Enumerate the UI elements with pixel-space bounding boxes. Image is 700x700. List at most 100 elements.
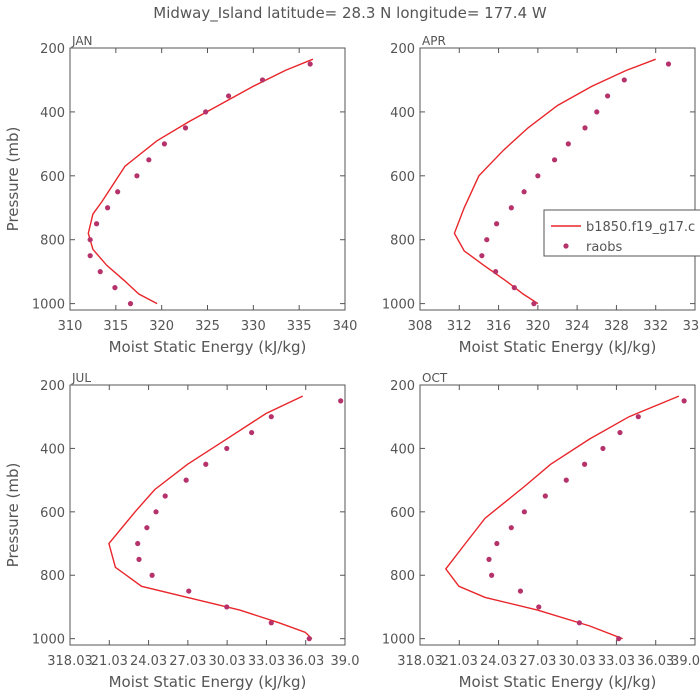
x-tick-label: 36.03 bbox=[637, 654, 674, 669]
obs-point bbox=[665, 61, 672, 67]
x-tick-label: 324 bbox=[565, 319, 590, 334]
obs-point bbox=[635, 414, 641, 420]
obs-point bbox=[203, 461, 209, 467]
legend-obs-label: raobs bbox=[586, 240, 623, 255]
y-tick-label: 1000 bbox=[382, 633, 415, 648]
x-tick-label: 30.03 bbox=[559, 654, 596, 669]
obs-point bbox=[508, 525, 514, 531]
obs-point bbox=[681, 398, 687, 404]
x-tick-label: 318.03 bbox=[47, 654, 93, 669]
obs-point bbox=[112, 285, 118, 291]
panel-apr: APR 200 400 600 800 1000 308 312 316 320 324 328 332… bbox=[382, 34, 700, 356]
x-tick-label: 27.03 bbox=[169, 654, 206, 669]
obs-point bbox=[594, 109, 600, 115]
obs-point bbox=[621, 77, 627, 83]
x-tick-label: 39.0 bbox=[331, 654, 360, 669]
y-tick-label: 600 bbox=[40, 506, 65, 521]
x-tick-label: 318.03 bbox=[397, 654, 443, 669]
y-tick-label: 600 bbox=[390, 170, 415, 185]
y-tick-label: 600 bbox=[390, 506, 415, 521]
y-tick-label: 1000 bbox=[382, 298, 415, 313]
x-tick-label: 332 bbox=[643, 319, 668, 334]
plot-frame bbox=[69, 47, 346, 311]
obs-point bbox=[87, 237, 93, 243]
x-tick-label: 335 bbox=[287, 319, 312, 334]
obs-point bbox=[565, 141, 571, 147]
panel-label: OCT bbox=[422, 371, 448, 385]
obs-point bbox=[563, 477, 569, 483]
obs-point bbox=[517, 588, 524, 594]
panel-label: JUL bbox=[71, 371, 91, 385]
obs-point bbox=[489, 572, 495, 578]
obs-point bbox=[617, 429, 623, 436]
obs-point bbox=[161, 141, 168, 147]
y-tick-label: 400 bbox=[40, 442, 65, 457]
obs-point bbox=[521, 509, 527, 515]
model-line bbox=[444, 395, 680, 640]
obs-point bbox=[224, 445, 230, 452]
obs-point bbox=[149, 572, 155, 578]
x-tick-label: 36.03 bbox=[287, 654, 324, 669]
y-tick-label: 800 bbox=[40, 569, 65, 584]
obs-point bbox=[93, 221, 100, 227]
obs-point bbox=[493, 269, 499, 275]
x-tick-label: 312 bbox=[447, 319, 472, 334]
obs-point bbox=[146, 157, 152, 163]
obs-point bbox=[153, 509, 159, 515]
obs-point bbox=[604, 93, 611, 99]
obs-point bbox=[135, 540, 141, 547]
y-tick-label: 800 bbox=[390, 569, 415, 584]
obs-point bbox=[338, 398, 344, 404]
obs-point bbox=[182, 125, 189, 131]
obs-point bbox=[127, 301, 134, 307]
obs-point bbox=[136, 556, 142, 562]
x-axis-label: Moist Static Energy (kJ/kg) bbox=[109, 338, 307, 356]
x-axis-label: Moist Static Energy (kJ/kg) bbox=[109, 673, 307, 691]
obs-point bbox=[104, 205, 111, 211]
obs-point bbox=[600, 445, 606, 452]
x-tick-label: 310 bbox=[58, 319, 83, 334]
obs-point bbox=[576, 620, 582, 626]
obs-point bbox=[268, 414, 274, 420]
x-tick-label: 336 bbox=[683, 319, 700, 334]
obs-point bbox=[531, 301, 537, 307]
x-axis-label: Moist Static Energy (kJ/kg) bbox=[459, 338, 657, 356]
x-tick-label: 30.03 bbox=[209, 654, 246, 669]
obs-point bbox=[582, 461, 588, 467]
obs-point bbox=[486, 556, 492, 562]
x-tick-label: 325 bbox=[195, 319, 220, 334]
obs-point bbox=[494, 540, 500, 547]
obs-point bbox=[249, 429, 255, 436]
obs-point bbox=[144, 525, 150, 531]
obs-point bbox=[484, 237, 490, 243]
x-tick-label: 315 bbox=[103, 319, 128, 334]
plot-frame bbox=[69, 384, 346, 646]
x-tick-label: 320 bbox=[149, 319, 174, 334]
model-line bbox=[87, 58, 314, 305]
y-tick-label: 1000 bbox=[32, 633, 65, 648]
legend-model-label: b1850.f19_g17.c bbox=[586, 220, 695, 235]
x-tick-label: 320 bbox=[525, 319, 550, 334]
obs-point bbox=[203, 109, 209, 115]
x-tick-label: 330 bbox=[241, 319, 266, 334]
x-tick-label: 316 bbox=[486, 319, 511, 334]
obs-point bbox=[536, 604, 542, 610]
y-tick-label: 200 bbox=[40, 379, 65, 394]
obs-point bbox=[535, 173, 541, 179]
plot-frame bbox=[419, 384, 696, 646]
obs-point bbox=[87, 253, 93, 259]
y-tick-label: 600 bbox=[40, 170, 65, 185]
obs-point bbox=[268, 620, 274, 626]
obs-point bbox=[582, 125, 588, 131]
x-tick-label: 24.03 bbox=[480, 654, 517, 669]
obs-point bbox=[97, 269, 103, 275]
obs-point bbox=[225, 93, 232, 99]
y-tick-label: 200 bbox=[390, 42, 415, 57]
y-tick-label: 200 bbox=[40, 42, 65, 57]
obs-point bbox=[306, 636, 312, 642]
x-tick-label: 340 bbox=[333, 319, 358, 334]
y-tick-label: 400 bbox=[40, 106, 65, 121]
x-tick-label: 328 bbox=[604, 319, 629, 334]
